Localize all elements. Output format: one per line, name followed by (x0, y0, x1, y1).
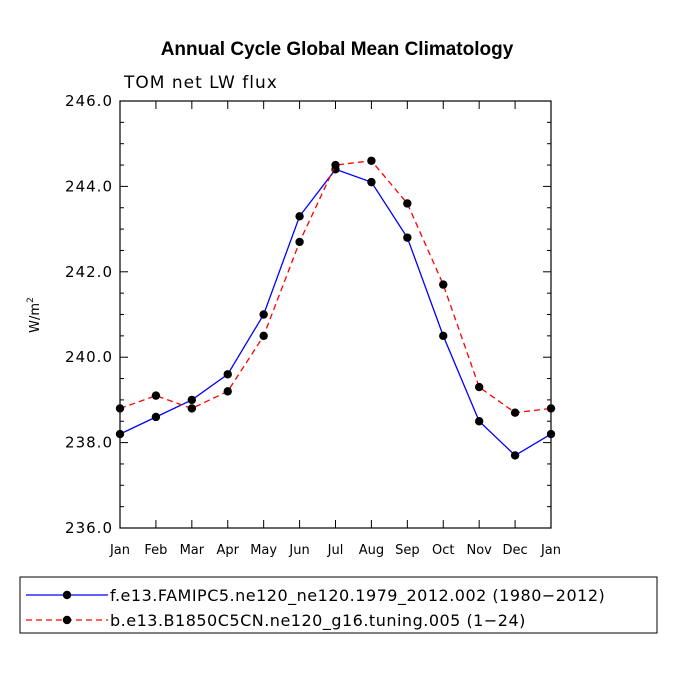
series-1-point (295, 212, 304, 221)
series-1-point (439, 331, 448, 341)
x-tick-label: May (250, 543, 277, 558)
series-2-point (403, 199, 412, 208)
series-line-2 (119, 160, 552, 414)
series-2-point (331, 160, 340, 170)
series-2-point (295, 237, 304, 247)
series-1-point (510, 451, 520, 460)
x-tick-label: Aug (359, 543, 384, 558)
series-1-point (367, 177, 376, 187)
y-tick-label: 238.0 (65, 434, 113, 452)
plot-area: 236.0 238.0 240.0 242.0 244.0 246.0 Jan Feb Mar A… (65, 92, 561, 558)
y-tick-label: 244.0 (65, 177, 113, 195)
y-tick-label: 236.0 (65, 519, 113, 537)
series-line-1 (119, 168, 552, 457)
series-2-point (259, 331, 268, 341)
series-2-point (187, 404, 197, 413)
series-1-point (187, 395, 197, 405)
y-axis-label-superscript: 2 (26, 297, 36, 303)
x-tick-label: Feb (144, 543, 167, 558)
series-1-point (223, 370, 232, 379)
x-tick-label: Nov (466, 543, 492, 558)
x-tick-label: Oct (432, 543, 454, 558)
legend: f.e13.FAMIPC5.ne120_ne120.1979_2012.002 … (19, 576, 658, 634)
y-axis-label: W/m2 (26, 297, 43, 333)
legend-label-1: f.e13.FAMIPC5.ne120_ne120.1979_2012.002 … (110, 586, 605, 606)
series-1-point (259, 310, 268, 319)
plot-frame (119, 100, 552, 529)
series-1-point (403, 233, 412, 242)
x-tick-label: Apr (217, 543, 240, 558)
y-axis-label-base: W/m (28, 303, 43, 333)
series-2-point (223, 387, 232, 396)
series-1-point (474, 417, 484, 426)
legend-marker-2 (62, 615, 72, 625)
x-tick-label: Jan (109, 543, 130, 558)
legend-label-2: b.e13.B1850C5CN.ne120_g16.tuning.005 (1−… (110, 611, 526, 631)
chart-title: Annual Cycle Global Mean Climatology (161, 39, 514, 60)
series-2-point (510, 408, 520, 417)
legend-box (19, 576, 658, 634)
x-tick-label: Jul (327, 543, 344, 558)
y-tick-label: 240.0 (65, 348, 113, 366)
legend-marker-1 (62, 590, 72, 600)
y-tick-label: 246.0 (65, 92, 113, 110)
svg-text:W/m2: W/m2 (26, 297, 43, 333)
x-tick-label: Sep (395, 543, 420, 558)
x-tick-label: Jun (288, 543, 309, 558)
series-1-point (151, 412, 161, 422)
x-tick-label: Dec (503, 543, 528, 558)
x-tick-label: Jan (540, 543, 561, 558)
x-tick-label: Mar (180, 543, 205, 558)
series-2-point (151, 391, 161, 400)
chart-subtitle: TOM net LW flux (123, 73, 278, 93)
y-tick-label: 242.0 (65, 263, 113, 281)
series-2-point (439, 280, 448, 289)
series-2-point (367, 156, 376, 165)
series-2-point (474, 382, 484, 392)
